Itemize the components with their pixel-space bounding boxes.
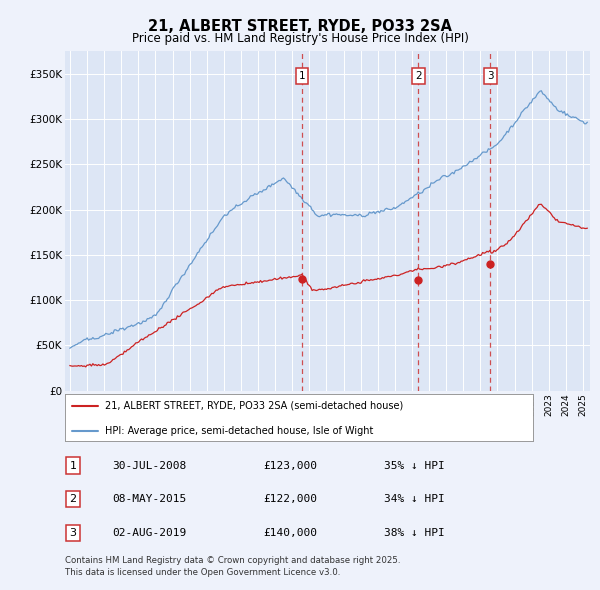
Text: 2: 2 [70, 494, 77, 504]
Text: 1: 1 [70, 461, 77, 471]
Text: £140,000: £140,000 [263, 527, 317, 537]
Text: £122,000: £122,000 [263, 494, 317, 504]
Text: £123,000: £123,000 [263, 461, 317, 471]
Text: HPI: Average price, semi-detached house, Isle of Wight: HPI: Average price, semi-detached house,… [104, 426, 373, 436]
Text: 21, ALBERT STREET, RYDE, PO33 2SA: 21, ALBERT STREET, RYDE, PO33 2SA [148, 19, 452, 34]
Text: 38% ↓ HPI: 38% ↓ HPI [383, 527, 445, 537]
Text: 34% ↓ HPI: 34% ↓ HPI [383, 494, 445, 504]
Text: 08-MAY-2015: 08-MAY-2015 [112, 494, 187, 504]
Text: 21, ALBERT STREET, RYDE, PO33 2SA (semi-detached house): 21, ALBERT STREET, RYDE, PO33 2SA (semi-… [104, 401, 403, 411]
Text: Contains HM Land Registry data © Crown copyright and database right 2025.
This d: Contains HM Land Registry data © Crown c… [65, 556, 400, 576]
Text: 02-AUG-2019: 02-AUG-2019 [112, 527, 187, 537]
Text: 1: 1 [299, 71, 305, 81]
Text: 35% ↓ HPI: 35% ↓ HPI [383, 461, 445, 471]
Text: 2: 2 [415, 71, 422, 81]
Text: 3: 3 [70, 527, 77, 537]
Text: 3: 3 [487, 71, 494, 81]
Text: Price paid vs. HM Land Registry's House Price Index (HPI): Price paid vs. HM Land Registry's House … [131, 32, 469, 45]
Text: 30-JUL-2008: 30-JUL-2008 [112, 461, 187, 471]
